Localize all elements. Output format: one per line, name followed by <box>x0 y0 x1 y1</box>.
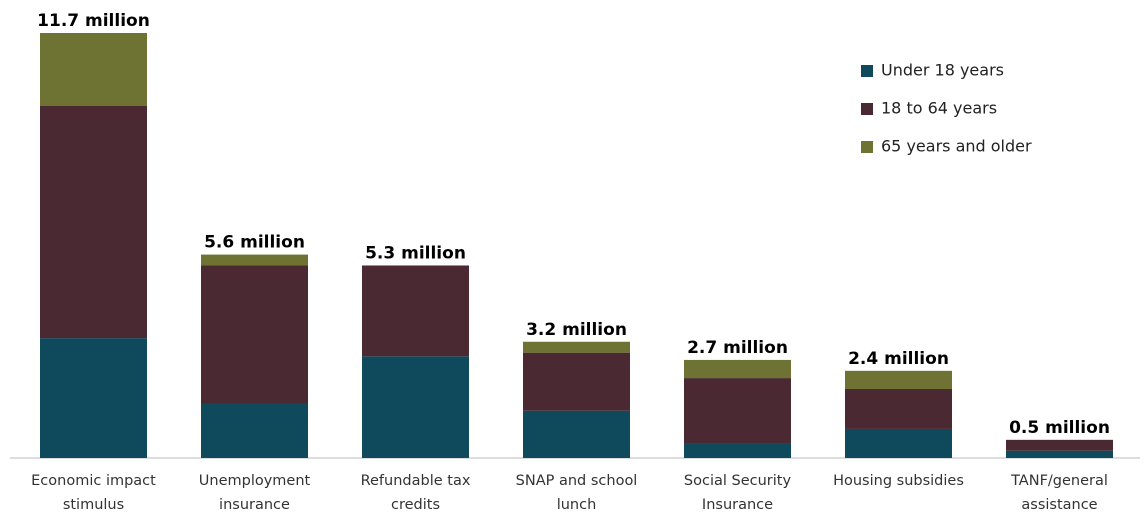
bar-segment <box>1006 450 1113 458</box>
bar-segment <box>201 254 308 266</box>
bar-segment <box>684 378 791 444</box>
bar-segment <box>40 338 147 458</box>
bar-segment <box>845 388 952 429</box>
total-label: 3.2 million <box>526 320 627 340</box>
total-label: 2.4 million <box>848 349 949 369</box>
bar-segment <box>523 341 630 353</box>
legend-label: Under 18 years <box>881 61 1004 80</box>
x-tick-label: Housing subsidies <box>833 473 964 489</box>
x-tick-label: TANF/general assistance <box>1011 473 1108 513</box>
total-label: 0.5 million <box>1009 418 1110 438</box>
x-tick-label: Unemployment insurance <box>198 473 311 513</box>
bar-segment <box>523 352 630 411</box>
bar-segment <box>362 356 469 458</box>
legend-swatch <box>861 103 873 115</box>
bar-segment <box>1006 439 1113 451</box>
bar-segment <box>523 410 630 458</box>
bar-segment <box>845 428 952 458</box>
bar-segment <box>201 265 308 404</box>
x-tick-label: Economic impact stimulus <box>31 473 156 513</box>
total-label: 2.7 million <box>687 338 788 358</box>
bar-segment <box>845 370 952 389</box>
bar-segment <box>684 359 791 379</box>
bar-segment <box>40 105 147 339</box>
total-label: 11.7 million <box>37 11 150 31</box>
bar-segment <box>362 265 469 357</box>
total-label: 5.6 million <box>204 233 305 253</box>
legend-swatch <box>861 65 873 77</box>
legend-label: 18 to 64 years <box>881 99 997 118</box>
legend-label: 65 years and older <box>881 137 1032 156</box>
x-tick-label: SNAP and school lunch <box>515 473 638 513</box>
bar-segment <box>40 33 147 106</box>
total-label: 5.3 million <box>365 243 466 263</box>
x-tick-label: Social Security Insurance <box>683 473 792 513</box>
bar-segment <box>201 403 308 458</box>
bar-segment <box>684 443 791 458</box>
legend-swatch <box>861 141 873 153</box>
x-tick-label: Refundable tax credits <box>360 473 471 513</box>
